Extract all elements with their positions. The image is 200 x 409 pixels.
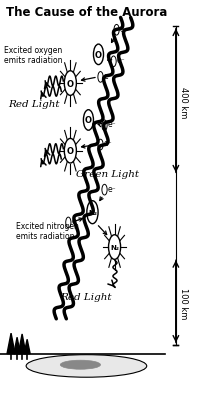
Polygon shape — [24, 339, 30, 354]
Polygon shape — [14, 337, 20, 354]
Text: e⁻: e⁻ — [107, 120, 116, 129]
Text: 100 km: 100 km — [179, 287, 187, 318]
Ellipse shape — [60, 360, 100, 369]
Text: 400 km: 400 km — [179, 87, 187, 118]
Text: e⁻: e⁻ — [119, 25, 128, 34]
Text: O: O — [95, 51, 101, 60]
Text: N₂: N₂ — [88, 210, 96, 216]
Text: O: O — [85, 116, 91, 125]
Text: O: O — [67, 79, 73, 88]
Polygon shape — [18, 334, 26, 354]
Text: Excited oxygen
emits radiation: Excited oxygen emits radiation — [4, 45, 62, 65]
Text: The Cause of the Aurora: The Cause of the Aurora — [6, 6, 167, 19]
Text: Red Light: Red Light — [8, 100, 59, 109]
Text: e⁻: e⁻ — [116, 56, 125, 65]
Text: O: O — [67, 147, 73, 156]
Text: e⁻: e⁻ — [107, 184, 116, 193]
Text: Green Light: Green Light — [76, 169, 139, 178]
Polygon shape — [7, 333, 15, 354]
Text: Red Light: Red Light — [60, 292, 111, 301]
Text: e⁻: e⁻ — [71, 217, 80, 226]
Text: e⁻: e⁻ — [103, 72, 112, 81]
Ellipse shape — [26, 355, 146, 377]
Text: e⁻: e⁻ — [103, 139, 112, 148]
Text: Excited nitrogen
emits radiation: Excited nitrogen emits radiation — [16, 221, 79, 241]
Text: N₂: N₂ — [110, 245, 118, 250]
